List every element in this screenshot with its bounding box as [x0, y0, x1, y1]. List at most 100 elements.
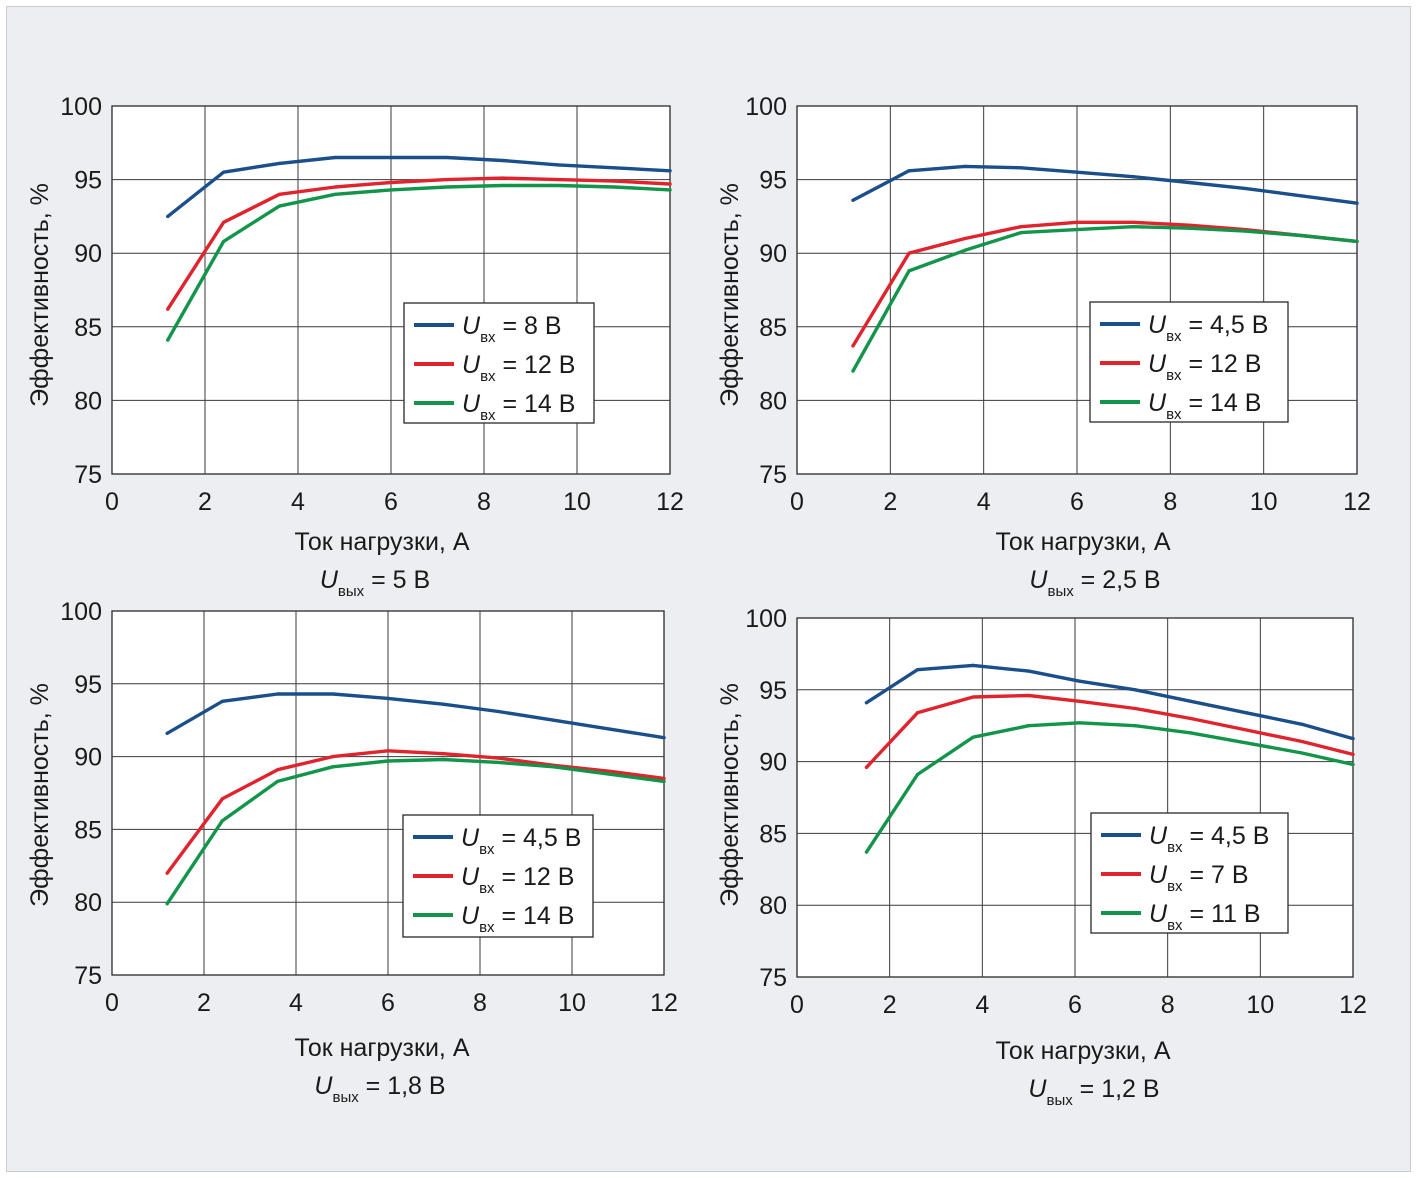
y-tick-label: 80: [759, 892, 787, 920]
data-point-series-1: [165, 731, 169, 735]
legend-text: = 8 В: [496, 312, 562, 340]
data-point-series-2: [1244, 728, 1249, 732]
x-tick-label: 12: [650, 989, 678, 1017]
data-point-series-2: [441, 752, 445, 756]
x-axis-label: Ток нагрузки, А: [295, 1034, 470, 1062]
legend-text: = 4,5 В: [1182, 311, 1269, 339]
x-tick-label: 8: [473, 989, 487, 1017]
data-point-series-1: [276, 692, 280, 696]
chart-2: 0 2 4 6 8 10 12 75 80 85 90 95 100 Ток нагрузки, А Эфф…: [716, 93, 1371, 600]
legend-label-1: Uвх = 4,5 В: [1149, 822, 1269, 856]
data-point-series-3: [1244, 741, 1249, 745]
data-point-series-1: [668, 169, 672, 173]
data-point-series-3: [1351, 762, 1355, 767]
legend-text: = 14 В: [496, 390, 576, 418]
x-tick-label: 10: [1246, 991, 1274, 1019]
y-tick-label: 80: [74, 387, 102, 415]
y-tick-label: 85: [759, 314, 787, 342]
data-point-series-3: [1133, 724, 1137, 728]
y-axis-label: Эффективность, %: [716, 683, 744, 907]
x-tick-label: 8: [1163, 488, 1177, 516]
data-point-series-2: [1131, 220, 1135, 224]
data-point-series-2: [1189, 716, 1193, 721]
data-point-series-1: [971, 663, 975, 667]
x-tick-label: 2: [197, 989, 211, 1017]
data-point-series-2: [612, 179, 616, 183]
y-tick-label: 95: [759, 167, 787, 195]
data-point-series-1: [445, 155, 449, 160]
legend-label-2: Uвх = 12 В: [1148, 350, 1261, 384]
x-tick-label: 2: [883, 488, 897, 516]
y-tick-label: 75: [759, 964, 787, 992]
data-point-series-2: [277, 192, 281, 196]
data-point-series-2: [668, 182, 672, 186]
data-point-series-2: [915, 711, 920, 715]
data-point-series-3: [612, 185, 616, 189]
data-point-series-2: [556, 178, 561, 182]
data-point-series-2: [496, 756, 500, 760]
data-point-series-1: [662, 736, 666, 740]
x-tick-label: 12: [1339, 991, 1367, 1019]
data-point-series-1: [220, 699, 224, 703]
legend-subscript: вх: [1167, 878, 1183, 895]
series-line-3: [165, 757, 666, 906]
legend-symbol: U: [462, 351, 481, 379]
legend-text: = 4,5 В: [1183, 822, 1270, 850]
series-line-1: [165, 692, 666, 740]
caption-text: = 1,8 В: [359, 1072, 446, 1100]
series-line-3: [851, 224, 1359, 373]
legend-text: = 4,5 В: [495, 824, 582, 852]
data-point-series-2: [1351, 752, 1355, 757]
chart-caption: Uвых = 1,8 В: [314, 1072, 445, 1106]
caption-subscript: вых: [1046, 1092, 1073, 1109]
legend-text: = 11 В: [1183, 900, 1261, 928]
data-point-series-2: [851, 344, 855, 348]
y-tick-label: 95: [74, 167, 102, 195]
y-tick-label: 90: [759, 749, 787, 777]
data-point-series-3: [1300, 751, 1304, 755]
x-tick-label: 0: [790, 991, 804, 1019]
chart-1: 0 2 4 6 8 10 12 75 80 85 90 95 100 Ток нагрузки, А Эфф…: [26, 93, 684, 600]
data-point-series-3: [220, 819, 224, 823]
series-line-2: [864, 693, 1355, 769]
data-point-series-1: [907, 169, 911, 173]
data-point-series-3: [668, 188, 672, 192]
y-axis-label: Эффективность, %: [716, 183, 744, 407]
legend-label-1: Uвх = 8 В: [462, 312, 562, 346]
legend-symbol: U: [1149, 900, 1168, 928]
data-point-series-3: [1078, 721, 1082, 725]
series-line-2: [165, 749, 666, 875]
x-tick-label: 6: [381, 989, 395, 1017]
data-point-series-1: [1131, 175, 1135, 179]
legend-label-2: Uвх = 12 В: [462, 351, 575, 385]
legend-subscript: вх: [1166, 367, 1182, 384]
y-tick-label: 90: [74, 744, 102, 772]
x-tick-label: 2: [883, 991, 897, 1019]
data-point-series-3: [441, 757, 445, 762]
x-tick-label: 4: [975, 991, 989, 1019]
data-point-series-3: [907, 269, 911, 273]
data-point-series-1: [1351, 737, 1355, 741]
data-point-series-2: [386, 749, 390, 753]
x-tick-label: 6: [384, 488, 398, 516]
y-tick-label: 80: [759, 387, 787, 415]
data-point-series-2: [1078, 699, 1082, 703]
data-point-series-1: [1243, 186, 1247, 191]
series-line-1: [166, 155, 672, 219]
data-point-series-1: [915, 668, 920, 672]
series-line-1: [864, 663, 1355, 741]
legend-label-1: Uвх = 4,5 В: [1148, 311, 1268, 345]
data-point-series-1: [1189, 699, 1193, 703]
x-tick-label: 10: [563, 488, 591, 516]
y-tick-label: 85: [759, 820, 787, 848]
data-point-series-1: [222, 170, 226, 174]
chart-caption: Uвых = 5 В: [320, 566, 430, 600]
chart-caption: Uвых = 1,2 В: [1028, 1075, 1159, 1109]
data-point-series-1: [1078, 679, 1082, 683]
data-point-series-2: [963, 236, 967, 241]
data-point-series-1: [389, 155, 393, 160]
series-line-3: [166, 183, 672, 342]
data-point-series-2: [1133, 706, 1137, 711]
y-tick-label: 95: [74, 671, 102, 699]
